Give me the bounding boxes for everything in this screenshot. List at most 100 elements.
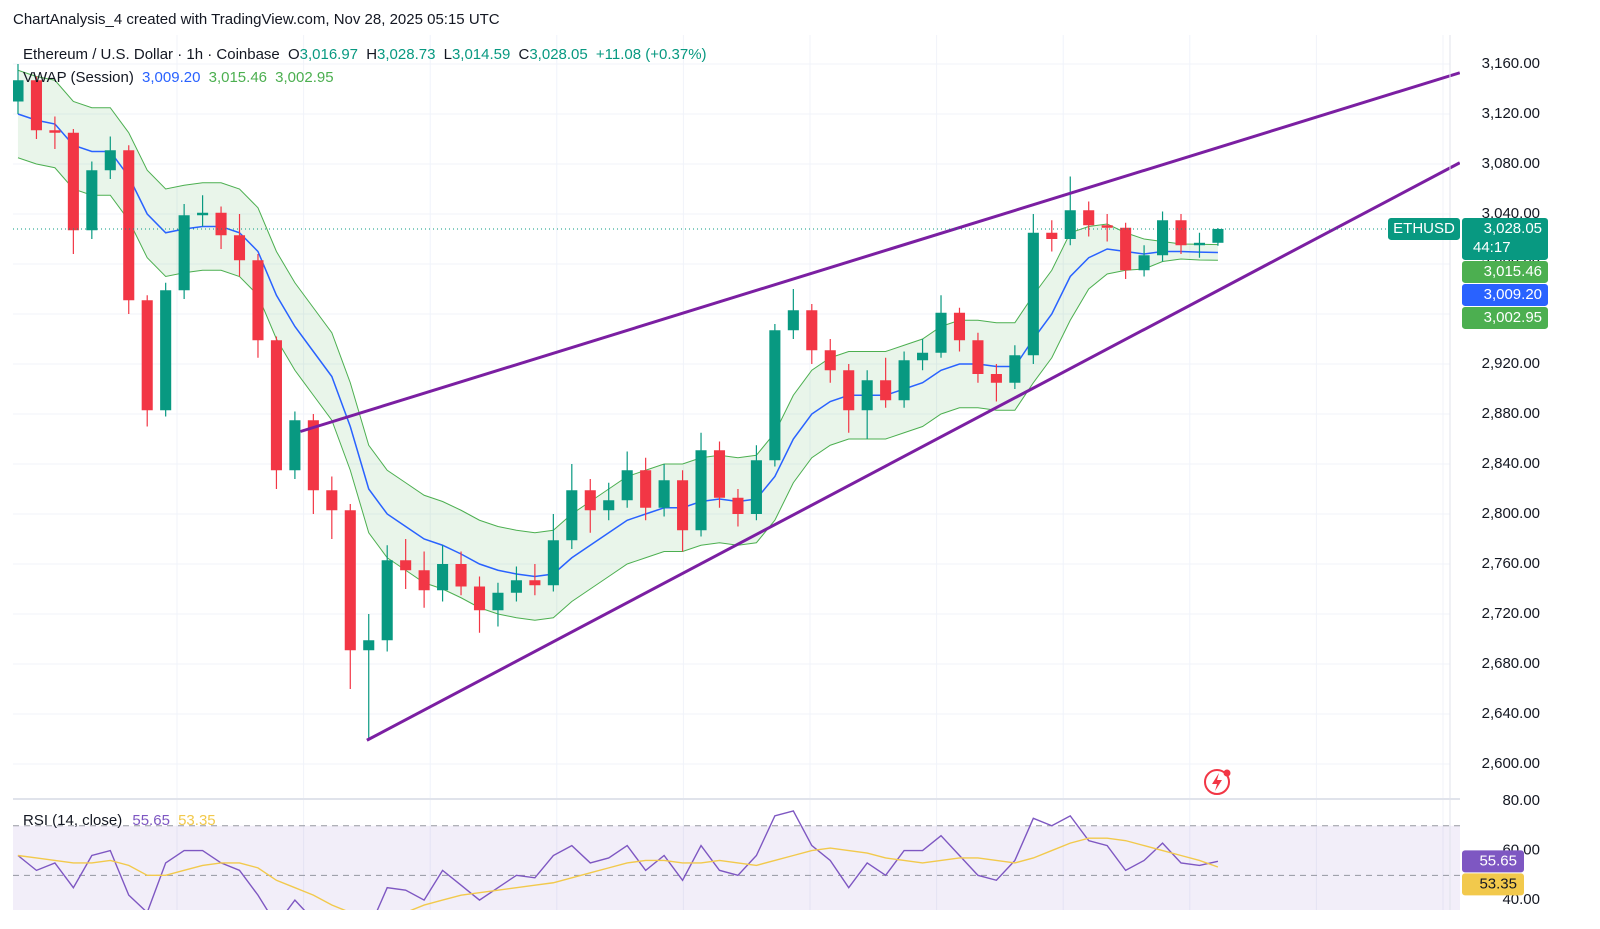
price-tag: [1462, 217, 1548, 260]
candle-body: [307, 420, 319, 491]
y-tick-label: 2,880.00: [1482, 405, 1540, 422]
rsi-line: [17, 810, 1219, 910]
candle-body: [141, 300, 153, 411]
candle-body: [1120, 227, 1132, 271]
l-value: 3,014.59: [452, 46, 510, 63]
candle-body: [935, 312, 947, 353]
candle-body: [270, 340, 282, 471]
candle-body: [104, 150, 116, 171]
rsi-tick-label: 80.00: [1502, 792, 1540, 809]
y-tick-label: 2,920.00: [1482, 355, 1540, 372]
candle-body: [953, 312, 966, 341]
candle-body: [769, 330, 781, 461]
candle-body: [1064, 210, 1076, 239]
candle-body: [160, 290, 172, 411]
vwap-name: VWAP (Session): [23, 69, 134, 86]
y-tick-label: 2,680.00: [1482, 655, 1540, 672]
candle-body: [861, 380, 873, 411]
candle-body: [473, 586, 486, 611]
candle-body: [547, 540, 559, 586]
candle-body: [603, 500, 615, 511]
candle-body: [917, 352, 929, 361]
symbol-legend: Ethereum / U.S. Dollar · 1h · Coinbase O…: [23, 46, 707, 63]
y-tick-label: 2,600.00: [1482, 755, 1540, 772]
price-tag: [1462, 260, 1548, 283]
trendline: [299, 71, 1460, 433]
candle-body: [437, 564, 449, 591]
candle-body: [123, 150, 135, 301]
vwap-upper-value: 3,015.46: [209, 69, 267, 86]
candle-body: [178, 215, 190, 291]
h-key: H: [366, 46, 377, 63]
candle-body: [990, 374, 1002, 383]
vwap-lower-value: 3,002.95: [275, 69, 333, 86]
y-tick-label: 3,160.00: [1482, 55, 1540, 72]
o-key: O: [288, 46, 300, 63]
candle-body: [898, 360, 910, 401]
change: +11.08 (+0.37%): [596, 46, 707, 63]
candle-body: [713, 450, 726, 498]
candle-body: [584, 490, 596, 511]
candle-body: [640, 470, 652, 508]
candle-body: [529, 580, 541, 586]
price-pane: [13, 64, 1460, 742]
alert-ring[interactable]: [1204, 769, 1230, 795]
candle-body: [1046, 232, 1058, 239]
o-value: 3,016.97: [300, 46, 358, 63]
candle-body: [695, 450, 707, 531]
candle-body: [1138, 255, 1150, 271]
candle-body: [1157, 220, 1169, 256]
rsi-value: 55.65: [132, 812, 170, 829]
candle-body: [787, 310, 799, 331]
alert-dot[interactable]: [1223, 769, 1231, 777]
grid-layer: [13, 35, 1450, 910]
candle-body: [418, 570, 430, 591]
candle-body: [566, 490, 578, 541]
candle-body: [843, 370, 855, 411]
candle-body: [732, 497, 744, 514]
candle-body: [30, 80, 42, 131]
y-tick-label: 2,800.00: [1482, 505, 1540, 522]
candle-body: [344, 510, 356, 651]
trendline: [366, 161, 1460, 742]
vwap-band-line: [17, 69, 1218, 534]
candle-body: [677, 480, 689, 531]
vwap-value: 3,009.20: [142, 69, 200, 86]
candle-body: [1101, 225, 1113, 228]
candle-body: [455, 564, 467, 587]
candle-body: [381, 560, 393, 641]
alert-bolt[interactable]: [1212, 773, 1222, 791]
symbol-tag-label: ETHUSD: [1393, 220, 1455, 237]
price-tag-label: 3,009.20: [1484, 286, 1542, 303]
rsi-ma-value: 53.35: [178, 812, 216, 829]
candle-body: [510, 580, 522, 593]
candle-body: [1027, 232, 1039, 356]
rsi-band: [13, 825, 1460, 910]
candle-body: [49, 130, 61, 133]
price-tag-label: 3,015.46: [1484, 263, 1542, 280]
rsi-title: RSI (14, close): [23, 812, 122, 829]
h-value: 3,028.73: [377, 46, 435, 63]
candle-body: [400, 560, 412, 571]
symbol-tag: [1388, 217, 1460, 240]
candle-body: [86, 170, 98, 231]
price-tag: [1462, 283, 1548, 306]
rsi-tag-label: 53.35: [1479, 875, 1517, 892]
header-text: ChartAnalysis_4 created with TradingView…: [13, 11, 500, 28]
y-tick-label: 3,080.00: [1482, 155, 1540, 172]
vwap-legend: VWAP (Session) 3,009.20 3,015.46 3,002.9…: [23, 69, 334, 86]
candle-body: [233, 235, 246, 261]
rsi-tag: [1462, 850, 1524, 873]
symbol: Ethereum / U.S. Dollar · 1h · Coinbase: [23, 46, 280, 63]
price-axis: 2,600.00 2,640.00 2,680.00 2,720.00 2,760.00…: [1388, 55, 1548, 908]
candle-body: [363, 640, 375, 651]
candle-body: [326, 490, 338, 511]
y-tick-label: 2,640.00: [1482, 705, 1540, 722]
candle-body: [880, 380, 892, 401]
rsi-ma-line: [17, 837, 1219, 910]
candle-body: [289, 420, 301, 471]
alert-icon[interactable]: [1204, 769, 1231, 795]
rsi-pane: [13, 810, 1460, 910]
y-tick-label: 3,120.00: [1482, 105, 1540, 122]
